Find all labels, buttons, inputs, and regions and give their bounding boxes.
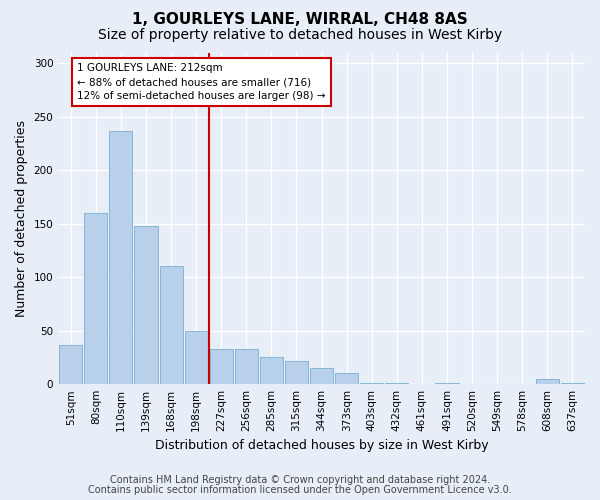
Text: Contains public sector information licensed under the Open Government Licence v3: Contains public sector information licen…	[88, 485, 512, 495]
Bar	[235, 349, 258, 384]
Bar	[385, 383, 409, 384]
Y-axis label: Number of detached properties: Number of detached properties	[15, 120, 28, 317]
Text: Size of property relative to detached houses in West Kirby: Size of property relative to detached ho…	[98, 28, 502, 42]
Text: 1 GOURLEYS LANE: 212sqm
← 88% of detached houses are smaller (716)
12% of semi-d: 1 GOURLEYS LANE: 212sqm ← 88% of detache…	[77, 63, 325, 101]
Bar	[59, 344, 82, 384]
X-axis label: Distribution of detached houses by size in West Kirby: Distribution of detached houses by size …	[155, 440, 488, 452]
Bar	[285, 360, 308, 384]
Bar	[134, 226, 158, 384]
Bar	[360, 383, 383, 384]
Bar	[260, 358, 283, 384]
Text: 1, GOURLEYS LANE, WIRRAL, CH48 8AS: 1, GOURLEYS LANE, WIRRAL, CH48 8AS	[132, 12, 468, 28]
Bar	[310, 368, 333, 384]
Bar	[335, 374, 358, 384]
Text: Contains HM Land Registry data © Crown copyright and database right 2024.: Contains HM Land Registry data © Crown c…	[110, 475, 490, 485]
Bar	[209, 349, 233, 384]
Bar	[561, 383, 584, 384]
Bar	[109, 130, 133, 384]
Bar	[185, 330, 208, 384]
Bar	[160, 266, 182, 384]
Bar	[536, 379, 559, 384]
Bar	[84, 213, 107, 384]
Bar	[436, 383, 458, 384]
